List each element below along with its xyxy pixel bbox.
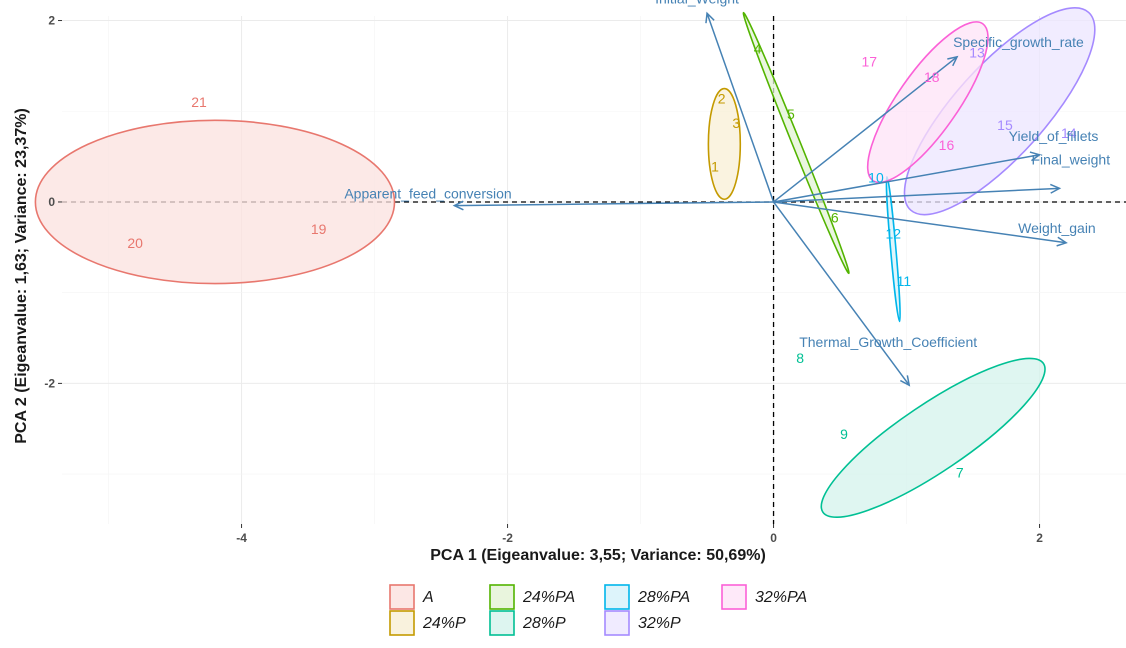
group-ellipse xyxy=(34,119,396,285)
variable-label: Specific_growth_rate xyxy=(953,34,1084,50)
variable-arrow xyxy=(454,201,774,207)
x-tick-label: -2 xyxy=(502,531,513,545)
variable-arrow xyxy=(773,201,1067,244)
observation-label: 3 xyxy=(732,115,740,131)
group-ellipse xyxy=(820,357,1046,519)
observation-label: 7 xyxy=(956,464,964,480)
legend-label: 28%P xyxy=(522,615,566,632)
axis-ticks: -4 -2 0 2 -2 0 2 xyxy=(44,14,1043,545)
observation-label: 19 xyxy=(311,221,327,237)
variable-label: Initial_Weight xyxy=(655,0,739,6)
variable-arrow xyxy=(773,56,958,203)
variable-label: Final_weight xyxy=(1032,151,1111,167)
legend-label: 32%PA xyxy=(755,589,807,606)
legend-key xyxy=(489,610,515,636)
x-tick-label: -4 xyxy=(236,531,247,545)
y-tick-label: 2 xyxy=(48,14,55,28)
observation-label: 6 xyxy=(831,209,839,225)
y-tick-label: 0 xyxy=(48,195,55,209)
group-ellipses xyxy=(34,7,1096,519)
observation-label: 2 xyxy=(718,91,726,107)
variable-arrowhead xyxy=(1029,151,1042,162)
variable-label: Apparent_feed_conversion xyxy=(344,186,511,202)
variable-arrowhead xyxy=(452,200,464,211)
group-ellipse xyxy=(707,87,742,201)
group-ellipse xyxy=(866,21,989,184)
observation-label: 10 xyxy=(868,169,884,185)
variable-arrowhead xyxy=(1056,236,1068,247)
variable-labels: Initial_Weight Specific_growth_rate Yield_… xyxy=(344,0,1110,350)
legend-label: A xyxy=(422,589,434,606)
observation-label: 12 xyxy=(885,226,901,242)
observation-label: 14 xyxy=(1061,125,1077,141)
variable-arrowhead xyxy=(705,11,715,24)
y-axis-title: PCA 2 (Eigeanvalue: 1,63; Variance: 23,3… xyxy=(13,108,30,444)
variable-arrows xyxy=(452,11,1068,387)
x-tick-label: 0 xyxy=(770,531,777,545)
variable-arrowhead xyxy=(947,55,959,67)
legend-label: 28%PA xyxy=(637,589,690,606)
observation-label: 11 xyxy=(897,273,912,289)
observation-label: 15 xyxy=(997,117,1013,133)
observation-label: 5 xyxy=(787,106,795,122)
variable-arrowhead xyxy=(1050,183,1062,194)
observation-label: 17 xyxy=(862,53,878,69)
variable-arrow xyxy=(706,13,775,203)
observation-label: 16 xyxy=(939,137,955,153)
observation-label: 9 xyxy=(840,426,848,442)
observation-label: 20 xyxy=(127,235,143,251)
legend-key xyxy=(721,584,747,610)
observation-label: 21 xyxy=(191,94,207,110)
x-axis-title: PCA 1 (Eigeanvalue: 3,55; Variance: 50,6… xyxy=(430,547,766,564)
legend: A 24%P 24%PA 28%P 28%PA 32%P 32%PA xyxy=(389,584,807,636)
legend-key xyxy=(604,610,630,636)
legend-label: 24%PA xyxy=(522,589,575,606)
variable-label: Thermal_Growth_Coefficient xyxy=(799,334,977,350)
legend-key xyxy=(604,584,630,610)
variable-arrow xyxy=(773,154,1040,203)
observation-label: 1 xyxy=(711,159,719,175)
variable-arrowhead xyxy=(900,375,911,387)
variable-arrow xyxy=(773,187,1060,203)
observation-label: 18 xyxy=(924,69,940,85)
legend-key xyxy=(389,584,415,610)
legend-label: 32%P xyxy=(638,615,681,632)
variable-label: Yield_of_fillets xyxy=(1009,128,1099,144)
legend-label: 24%P xyxy=(422,615,466,632)
observation-label: 8 xyxy=(796,350,804,366)
legend-key xyxy=(389,610,415,636)
x-tick-label: 2 xyxy=(1036,531,1043,545)
observation-label: 4 xyxy=(754,41,762,57)
observation-label: 13 xyxy=(969,44,985,60)
variable-label: Weight_gain xyxy=(1018,220,1096,236)
legend-key xyxy=(489,584,515,610)
y-tick-label: -2 xyxy=(44,376,55,390)
variable-arrow xyxy=(772,201,910,386)
